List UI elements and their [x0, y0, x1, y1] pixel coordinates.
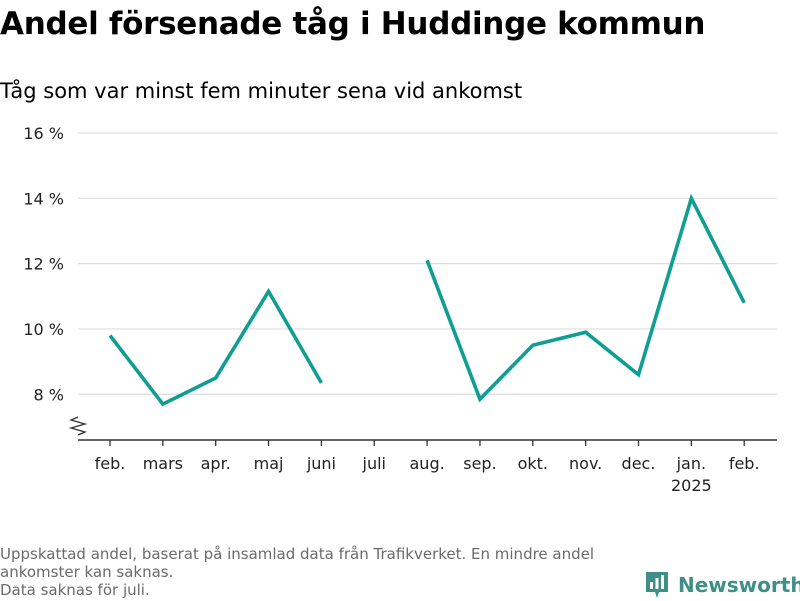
- y-tick-label: 16 %: [23, 124, 64, 143]
- x-tick-label: sep.: [463, 454, 496, 473]
- axes: [71, 417, 777, 446]
- x-tick-label: juli: [362, 454, 386, 473]
- brand: Newsworthy: [644, 569, 800, 601]
- axis-break-icon: [71, 417, 85, 435]
- footnote: Uppskattad andel, baserat på insamlad da…: [0, 545, 640, 599]
- brand-name: Newsworthy: [678, 573, 800, 597]
- y-tick-label: 10 %: [23, 320, 64, 339]
- x-tick-label: okt.: [518, 454, 548, 473]
- x-tick-label: nov.: [569, 454, 602, 473]
- line-chart: 8 % 10 % 12 % 14 % 16 % feb. mars apr. maj juni ju…: [0, 0, 800, 540]
- x-tick-label: jan.: [676, 454, 706, 473]
- x-tick-label: mars: [143, 454, 183, 473]
- footnote-source: Uppskattad andel, baserat på insamlad da…: [0, 545, 640, 581]
- x-tick-label: feb.: [729, 454, 760, 473]
- series-lines: [110, 198, 744, 404]
- y-tick-label: 8 %: [34, 385, 64, 404]
- x-tick-label: maj: [254, 454, 284, 473]
- y-tick-label: 12 %: [23, 255, 64, 274]
- newsworthy-logo-icon: [644, 570, 670, 600]
- x-tick-label: feb.: [95, 454, 126, 473]
- x-tick-label: apr.: [201, 454, 231, 473]
- x-year-label: 2025: [671, 476, 712, 495]
- series-line-segment: [427, 198, 744, 399]
- x-tick-label: dec.: [622, 454, 656, 473]
- x-tick-label: aug.: [410, 454, 445, 473]
- y-tick-label: 14 %: [23, 189, 64, 208]
- series-line-segment: [110, 291, 321, 404]
- x-tick-label: juni: [306, 454, 336, 473]
- footnote-missing-data: Data saknas för juli.: [0, 581, 640, 599]
